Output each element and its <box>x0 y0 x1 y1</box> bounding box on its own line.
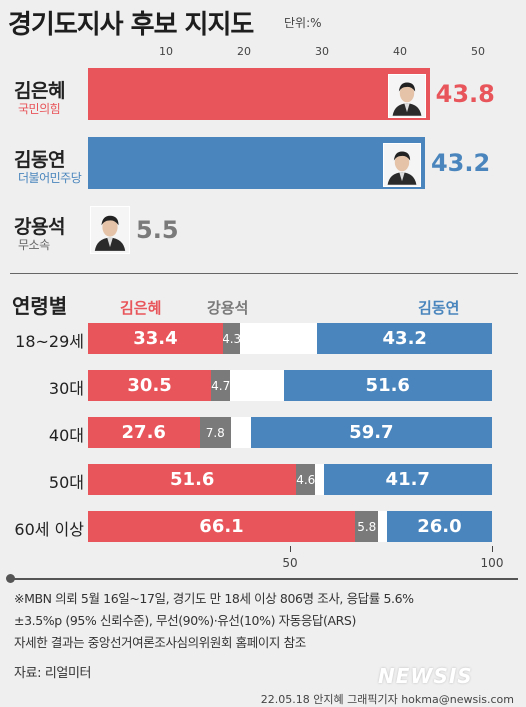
unit-label: 단위:% <box>284 16 322 30</box>
age-seg-kim-dongyeon: 51.6 <box>283 370 492 401</box>
candidate-name: 김동연 <box>14 149 65 171</box>
age-seg-kang-yongseok: 7.8 <box>199 417 231 448</box>
age-seg-kim-eunhye: 27.6 <box>88 417 200 448</box>
top-x-tick: 40 <box>393 45 407 58</box>
age-seg-kim-dongyeon: 41.7 <box>323 464 492 495</box>
age-seg-kim-eunhye: 66.1 <box>88 511 356 542</box>
candidate-party: 국민의힘 <box>18 102 61 116</box>
legend-kim-eunhye: 김은혜 <box>120 299 162 317</box>
candidate-value: 43.8 <box>435 80 495 108</box>
top-x-tick: 50 <box>471 45 485 58</box>
age-seg-kim-eunhye: 33.4 <box>88 323 223 354</box>
divider <box>10 273 518 274</box>
candidate-photo <box>90 206 130 254</box>
age-label: 18~29세 <box>15 332 84 351</box>
newsis-logo: NEWSIS <box>378 664 473 688</box>
credit-line: 22.05.18 안지혜 그래픽기자 hokma@newsis.com <box>260 693 514 706</box>
age-section-title: 연령별 <box>12 294 68 318</box>
top-x-tick: 10 <box>159 45 173 58</box>
age-label: 50대 <box>48 473 84 492</box>
age-label: 40대 <box>48 426 84 445</box>
note-line-3: 자세한 결과는 중앙선거여론조사심의위원회 홈페이지 참조 <box>14 635 306 650</box>
chart-title: 경기도지사 후보 지지도 <box>8 10 254 40</box>
note-line-2: ±3.5%p (95% 신뢰수준), 무선(90%)·유선(10%) 자동응답(… <box>14 613 356 628</box>
legend-kang-yongseok: 강용석 <box>207 299 249 317</box>
age-seg-kang-yongseok: 4.3 <box>222 323 241 354</box>
note-line-1: ※MBN 의뢰 5월 16일~17일, 경기도 만 18세 이상 806명 조사… <box>14 591 414 606</box>
age-seg-kang-yongseok: 4.7 <box>211 370 231 401</box>
age-label: 60세 이상 <box>14 520 84 539</box>
candidate-value: 43.2 <box>430 149 491 177</box>
candidate-value: 5.5 <box>136 216 179 244</box>
source-label: 자료: 리얼미터 <box>14 666 92 681</box>
divider-dot <box>6 574 15 583</box>
age-seg-kim-eunhye: 30.5 <box>88 370 212 401</box>
age-x-tick-mark <box>290 546 291 552</box>
top-x-tick: 30 <box>315 45 329 58</box>
candidate-name: 강용석 <box>14 216 65 238</box>
candidate-party: 더불어민주당 <box>18 171 82 185</box>
age-x-tick: 100 <box>480 556 504 570</box>
age-seg-kim-dongyeon: 26.0 <box>386 511 492 542</box>
bottom-divider <box>10 578 518 580</box>
candidate-name: 김은혜 <box>14 80 65 102</box>
age-label: 30대 <box>48 379 84 398</box>
candidate-party: 무소속 <box>18 238 50 252</box>
candidate-photo <box>382 143 421 187</box>
candidate-bar <box>88 68 430 120</box>
age-seg-kim-dongyeon: 59.7 <box>250 417 492 448</box>
age-seg-kang-yongseok: 4.6 <box>296 464 316 495</box>
candidate-bar <box>88 137 425 189</box>
top-x-tick: 20 <box>237 45 251 58</box>
age-seg-kim-dongyeon: 43.2 <box>317 323 492 354</box>
candidate-photo <box>387 74 426 118</box>
legend-kim-dongyeon: 김동연 <box>418 299 460 317</box>
age-seg-kang-yongseok: 5.8 <box>355 511 379 542</box>
age-x-tick: 50 <box>282 556 298 570</box>
age-seg-kim-eunhye: 51.6 <box>88 464 297 495</box>
age-x-tick-mark <box>492 546 493 552</box>
